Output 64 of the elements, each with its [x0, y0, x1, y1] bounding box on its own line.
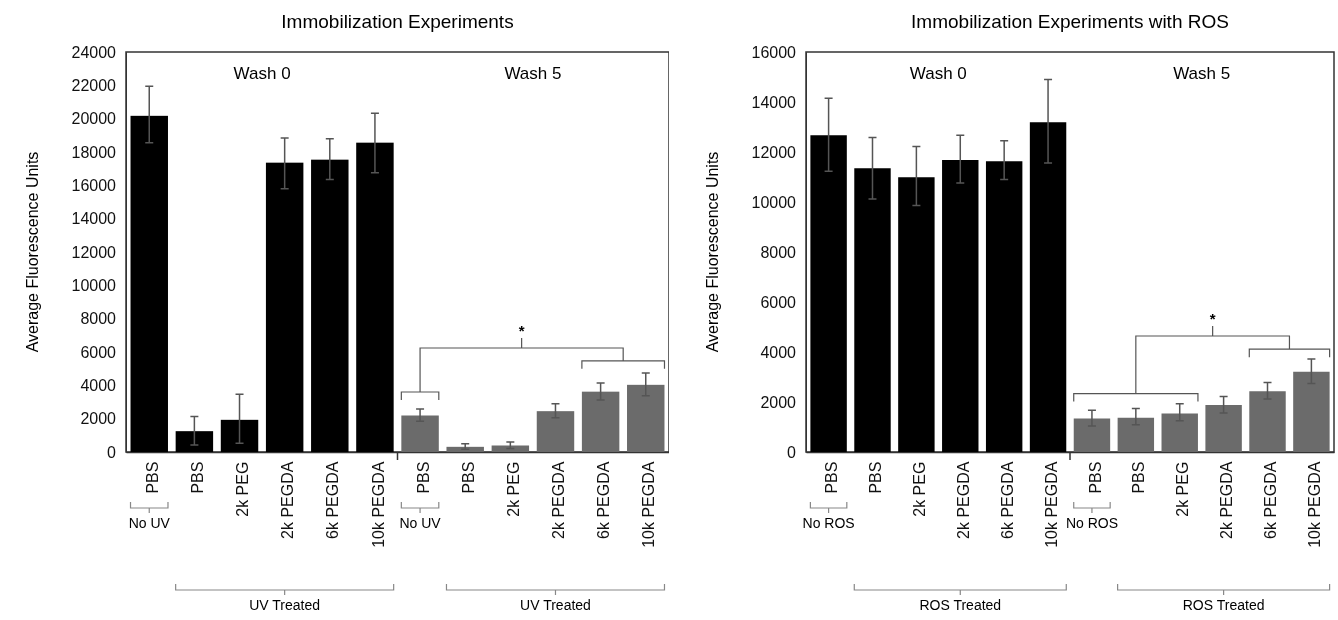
text: ROS Treated	[1182, 597, 1265, 613]
x-tick-label: 2k PEGDA	[1218, 461, 1236, 539]
x-tick-label: 2k PEGDA	[550, 461, 568, 539]
x-tick-label: 2k PEG	[234, 461, 252, 517]
x-tick-label: PBS	[867, 461, 885, 494]
y-tick-label: 6000	[80, 343, 117, 361]
y-tick-label: 10000	[71, 276, 117, 294]
x-tick-label: PBS	[823, 461, 841, 494]
y-tick-label: 2000	[80, 410, 117, 428]
y-axis-title: Average Fluorescence Units	[24, 151, 41, 353]
y-tick-label: 14000	[71, 210, 117, 228]
y-tick-label: 6000	[760, 293, 797, 311]
y-tick-label: 8000	[80, 310, 117, 328]
y-tick-label: 8000	[760, 243, 797, 261]
x-tick-label: PBS	[1130, 461, 1148, 494]
x-tick-label: 2k PEG	[1174, 461, 1192, 517]
y-tick-label: 10000	[751, 193, 797, 211]
x-tick-label: 2k PEG	[910, 461, 928, 517]
y-axis-title: Average Fluorescence Units	[704, 151, 721, 353]
annotation: *	[518, 322, 525, 339]
chart-title: Immobilization Experiments with ROS	[911, 11, 1229, 32]
annotation: Wash 0	[233, 64, 291, 83]
x-tick-label: PBS	[414, 461, 432, 494]
annotation: Wash 5	[1173, 64, 1231, 83]
x-tick-label: 10k PEGDA	[640, 461, 658, 548]
y-tick-label: 4000	[760, 343, 797, 361]
x-tick-label: 6k PEGDA	[324, 461, 342, 539]
y-tick-label: 12000	[751, 143, 797, 161]
x-tick-label: PBS	[143, 461, 161, 494]
x-tick-label: 6k PEGDA	[595, 461, 613, 539]
text: No ROS	[1065, 515, 1119, 531]
x-tick-label: PBS	[459, 461, 477, 494]
y-tick-label: 18000	[71, 143, 117, 161]
x-tick-label: 2k PEGDA	[279, 461, 297, 539]
y-tick-label: 16000	[751, 43, 797, 61]
x-tick-label: 6k PEGDA	[998, 461, 1016, 539]
annotation: Wash 5	[504, 64, 562, 83]
y-tick-label: 0	[107, 443, 117, 461]
y-tick-label: 24000	[71, 43, 117, 61]
x-tick-label: 6k PEGDA	[1262, 461, 1280, 539]
y-tick-label: 14000	[751, 93, 797, 111]
annotation: Wash 0	[909, 64, 967, 83]
x-tick-label: 2k PEG	[504, 461, 522, 517]
y-tick-label: 16000	[71, 176, 117, 194]
text: UV Treated	[249, 597, 321, 613]
text: No ROS	[802, 515, 855, 531]
y-tick-label: 4000	[80, 376, 117, 394]
x-tick-label: PBS	[1086, 461, 1104, 494]
x-tick-label: 10k PEGDA	[369, 461, 387, 548]
x-tick-label: 2k PEGDA	[954, 461, 972, 539]
y-tick-label: 0	[787, 443, 797, 461]
y-tick-label: 20000	[71, 110, 117, 128]
text: ROS Treated	[919, 597, 1002, 613]
x-tick-label: 10k PEGDA	[1042, 461, 1060, 548]
x-tick-label: PBS	[188, 461, 206, 494]
y-tick-label: 22000	[71, 76, 117, 94]
y-tick-label: 2000	[760, 393, 797, 411]
x-tick-label: 10k PEGDA	[1306, 461, 1323, 548]
annotation: *	[1209, 310, 1216, 327]
chart-title: Immobilization Experiments	[281, 11, 514, 32]
y-tick-label: 12000	[71, 243, 117, 261]
text: No UV	[128, 515, 171, 531]
text: No UV	[399, 515, 442, 531]
text: UV Treated	[520, 597, 591, 613]
